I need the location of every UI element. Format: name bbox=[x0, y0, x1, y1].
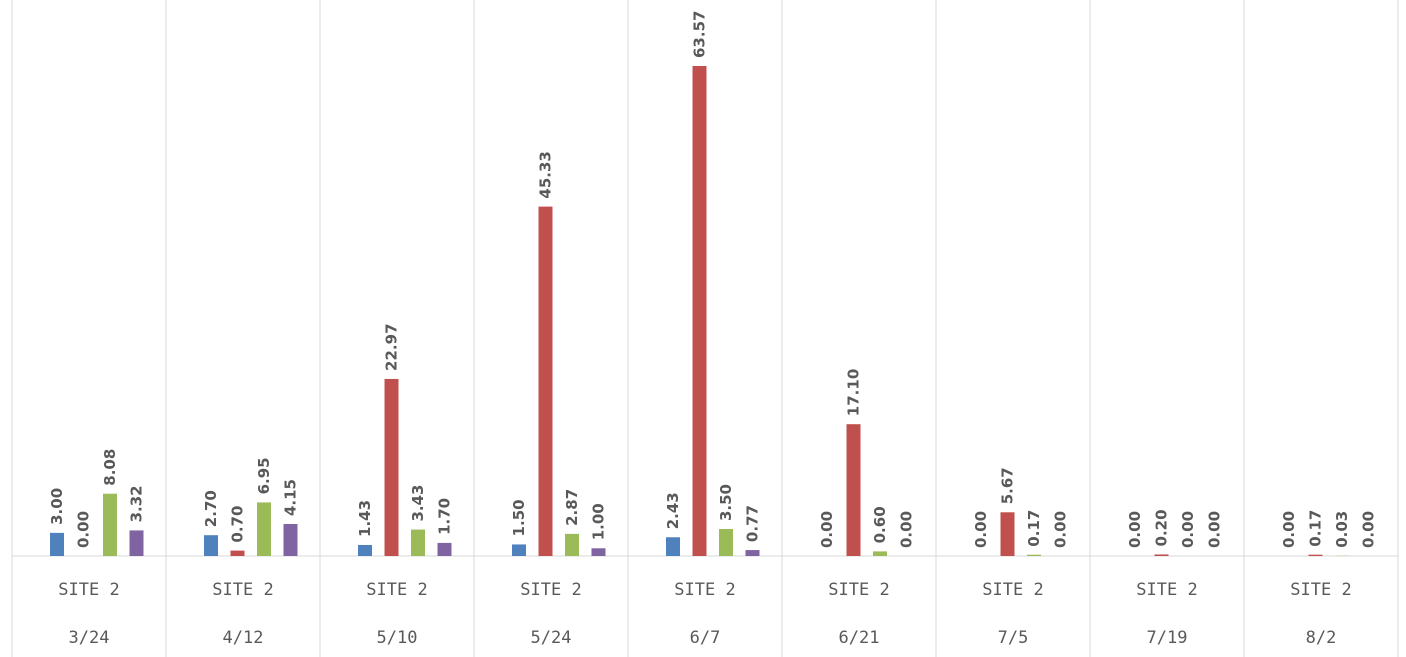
data-label: 3.43 bbox=[409, 485, 427, 522]
data-label: 0.77 bbox=[744, 505, 762, 542]
bar bbox=[719, 529, 733, 556]
bar bbox=[846, 424, 861, 556]
bar bbox=[538, 206, 553, 557]
data-label: 0.17 bbox=[1025, 510, 1043, 547]
bar bbox=[1027, 554, 1041, 556]
category-label-date: 6/21 bbox=[839, 628, 880, 648]
data-label: 2.87 bbox=[563, 489, 581, 526]
data-label: 0.00 bbox=[972, 511, 990, 548]
bar bbox=[204, 535, 218, 556]
category-label-group: SITE 2 bbox=[674, 580, 735, 600]
bar bbox=[384, 378, 399, 556]
data-label: 22.97 bbox=[383, 323, 401, 370]
category-label-date: 5/10 bbox=[377, 628, 418, 648]
bar bbox=[1000, 512, 1015, 556]
data-label: 5.67 bbox=[999, 467, 1017, 504]
data-label: 0.03 bbox=[1333, 511, 1351, 548]
data-label: 1.50 bbox=[510, 499, 528, 536]
bar bbox=[591, 548, 606, 556]
category-label-group: SITE 2 bbox=[366, 580, 427, 600]
data-label: 3.00 bbox=[48, 488, 66, 525]
bar bbox=[873, 551, 887, 556]
category-label-group: SITE 2 bbox=[1290, 580, 1351, 600]
category-label-group: SITE 2 bbox=[58, 580, 119, 600]
bar bbox=[103, 493, 117, 556]
data-label: 0.00 bbox=[1179, 511, 1197, 548]
data-label: 0.60 bbox=[871, 506, 889, 543]
bar bbox=[437, 542, 452, 556]
data-label: 2.70 bbox=[202, 490, 220, 527]
category-label-date: 4/12 bbox=[223, 628, 264, 648]
bar bbox=[358, 544, 372, 556]
data-label: 8.08 bbox=[101, 449, 119, 486]
data-label: 1.70 bbox=[436, 498, 454, 535]
data-label: 4.15 bbox=[282, 479, 300, 516]
plot-area: 3.00 2.70 1.43 1.50 2.43 0.00 0.00 0.00 0.00 0.00… bbox=[11, 0, 1399, 657]
data-label: 63.57 bbox=[691, 11, 709, 58]
category-label-date: 5/24 bbox=[531, 628, 572, 648]
data-label: 2.43 bbox=[664, 492, 682, 529]
data-label: 0.00 bbox=[1126, 511, 1144, 548]
bar bbox=[50, 532, 64, 556]
bar bbox=[565, 533, 579, 556]
category-label-date: 7/5 bbox=[998, 628, 1029, 648]
data-label: 1.43 bbox=[356, 500, 374, 537]
category-label-date: 8/2 bbox=[1306, 628, 1337, 648]
bar bbox=[230, 550, 245, 556]
category-label-group: SITE 2 bbox=[1136, 580, 1197, 600]
data-label: 0.70 bbox=[229, 506, 247, 543]
data-label: 0.00 bbox=[1052, 511, 1070, 548]
category-label-date: 6/7 bbox=[690, 628, 721, 648]
category-label-group: SITE 2 bbox=[520, 580, 581, 600]
bar bbox=[666, 537, 680, 556]
bar bbox=[411, 529, 425, 556]
data-label: 0.20 bbox=[1153, 509, 1171, 546]
data-label: 0.00 bbox=[1280, 511, 1298, 548]
data-label: 17.10 bbox=[845, 369, 863, 416]
bar bbox=[512, 544, 526, 556]
bar bbox=[283, 524, 298, 556]
bar bbox=[1308, 554, 1323, 556]
bar bbox=[745, 550, 760, 556]
data-label: 1.00 bbox=[590, 503, 608, 540]
bar bbox=[1154, 554, 1169, 556]
data-label: 0.00 bbox=[75, 511, 93, 548]
data-label: 45.33 bbox=[537, 151, 555, 198]
category-label-group: SITE 2 bbox=[982, 580, 1043, 600]
data-label: 6.95 bbox=[255, 457, 273, 494]
data-label: 0.00 bbox=[1360, 511, 1378, 548]
bar bbox=[129, 530, 144, 556]
data-label: 3.32 bbox=[128, 485, 146, 522]
data-label: 0.00 bbox=[898, 511, 916, 548]
category-label-date: 7/19 bbox=[1147, 628, 1188, 648]
data-label: 3.50 bbox=[717, 484, 735, 521]
category-label-group: SITE 2 bbox=[212, 580, 273, 600]
bar bbox=[692, 66, 707, 556]
category-label-date: 3/24 bbox=[69, 628, 110, 648]
bar bbox=[257, 502, 271, 556]
data-label: 0.00 bbox=[1206, 511, 1224, 548]
data-label: 0.17 bbox=[1307, 510, 1325, 547]
data-label: 0.00 bbox=[818, 511, 836, 548]
category-label-group: SITE 2 bbox=[828, 580, 889, 600]
